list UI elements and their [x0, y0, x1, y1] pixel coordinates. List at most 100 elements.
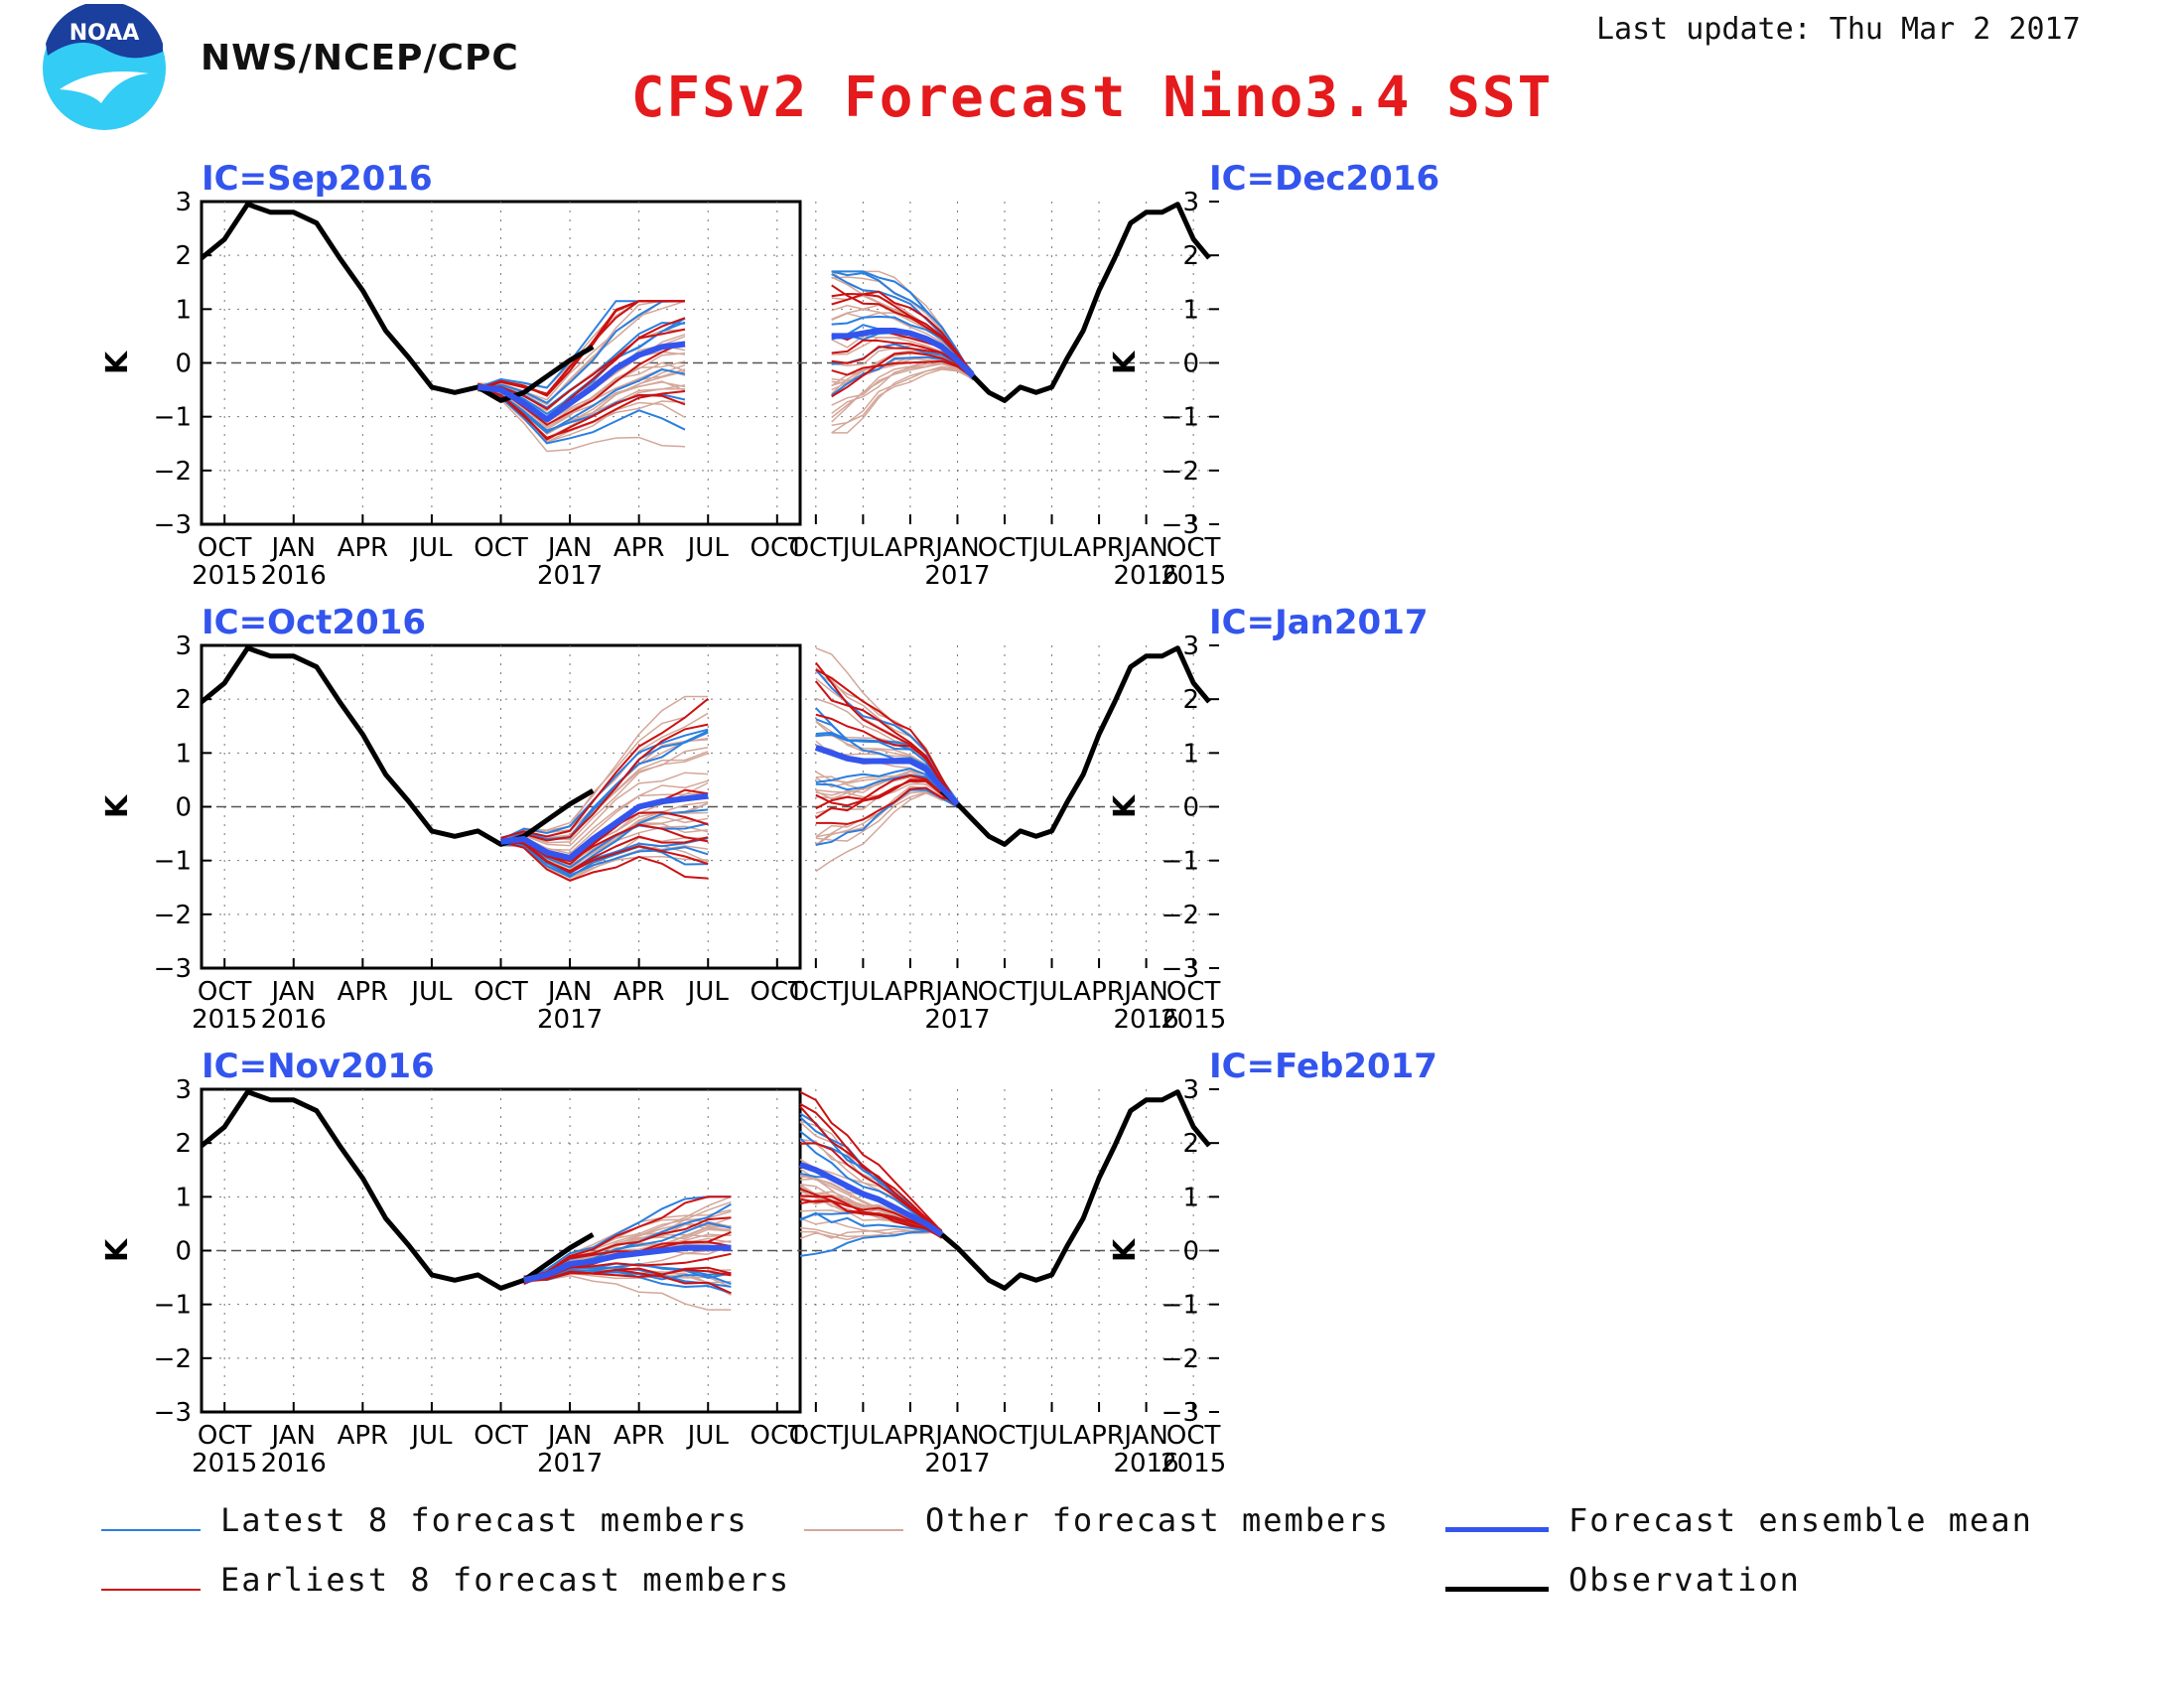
earliest-member-line: [815, 774, 959, 810]
noaa-logo: NOAA: [43, 4, 166, 130]
latest-member-line: [478, 300, 686, 404]
x-tick-label: JAN: [933, 533, 979, 563]
last-update: Last update: Thu Mar 2 2017: [1596, 12, 2081, 47]
y-tick-label: −2: [154, 1344, 192, 1374]
y-tick-label: 3: [175, 1075, 192, 1105]
x-tick-label: 2016: [1114, 1005, 1179, 1035]
latest-member-line: [500, 840, 709, 879]
earliest-member-line: [478, 386, 686, 441]
x-tick-label: JAN: [546, 977, 592, 1007]
earliest-member-line: [799, 1142, 943, 1237]
legend-earliest-swatch: [101, 1589, 201, 1591]
other-member-line: [523, 1275, 732, 1311]
earliest-member-line: [478, 328, 686, 411]
y-axis-label: K: [1108, 350, 1143, 374]
x-tick-label: APR: [614, 977, 665, 1007]
latest-member-line: [477, 388, 686, 445]
y-tick-label: 0: [175, 350, 192, 379]
y-tick-label: 3: [1182, 632, 1199, 661]
other-member-line: [831, 367, 974, 434]
x-tick-label: 2016: [1114, 1449, 1179, 1478]
x-tick-label: OCT: [1166, 977, 1221, 1007]
other-member-line: [831, 368, 974, 434]
other-member-line: [500, 772, 709, 847]
x-tick-label: APR: [885, 1421, 936, 1451]
x-tick-label: JUL: [841, 1421, 885, 1451]
x-tick-label: 2016: [261, 1449, 327, 1478]
earliest-member-line: [831, 290, 975, 375]
x-tick-label: 2016: [1114, 561, 1179, 591]
x-tick-label: JAN: [933, 1421, 979, 1451]
x-tick-label: OCT: [751, 977, 805, 1007]
y-tick-label: 3: [175, 188, 192, 217]
earliest-member-line: [799, 1105, 943, 1236]
x-tick-label: JAN: [546, 533, 592, 563]
legend-mean-swatch: [1445, 1527, 1549, 1532]
observation-line: [939, 645, 1211, 847]
x-tick-label: 2015: [192, 561, 257, 591]
x-tick-label: 2017: [537, 561, 603, 591]
logo-text: NOAA: [69, 21, 140, 46]
x-tick-label: JAN: [270, 1421, 316, 1451]
y-tick-label: −2: [154, 457, 192, 487]
x-tick-label: APR: [614, 533, 665, 563]
legend-observation-swatch: [1445, 1587, 1549, 1592]
earliest-member-line: [500, 698, 709, 839]
x-tick-label: JAN: [546, 1421, 592, 1451]
legend-latest-label: Latest 8 forecast members: [220, 1501, 749, 1539]
y-tick-label: 3: [1182, 188, 1199, 217]
x-tick-label: OCT: [978, 533, 1032, 563]
panel-title: IC=Sep2016: [202, 159, 433, 199]
x-tick-label: JUL: [1029, 533, 1073, 563]
agency-label: NWS/NCEP/CPC: [201, 38, 519, 78]
x-tick-label: APR: [885, 533, 936, 563]
earliest-member-line: [799, 1188, 943, 1238]
earliest-member-line: [799, 1195, 943, 1236]
x-tick-label: JAN: [933, 977, 979, 1007]
chart-panel-6: IC=Feb2017−3−2−10123KOCT2015JAN2016APRJU…: [789, 1047, 1437, 1478]
x-tick-label: 2017: [924, 1005, 990, 1035]
x-tick-label: JUL: [409, 1421, 453, 1451]
y-tick-label: −1: [1161, 1291, 1199, 1321]
earliest-member-line: [500, 840, 709, 882]
y-tick-label: 0: [1182, 793, 1199, 823]
other-member-line: [831, 312, 974, 374]
y-tick-label: −2: [1161, 901, 1199, 930]
panel-title: IC=Nov2016: [202, 1047, 435, 1086]
earliest-member-line: [523, 1216, 732, 1279]
y-tick-label: 2: [1182, 241, 1199, 271]
legend-latest-swatch: [101, 1529, 201, 1531]
latest-member-line: [799, 1229, 942, 1257]
x-tick-label: JAN: [1122, 533, 1167, 563]
y-tick-label: 1: [175, 1183, 192, 1212]
y-axis-label: K: [1108, 793, 1143, 818]
x-tick-label: APR: [338, 533, 389, 563]
panel-title: IC=Feb2017: [1209, 1047, 1437, 1086]
x-tick-label: JUL: [1029, 977, 1073, 1007]
earliest-member-line: [500, 841, 709, 874]
x-tick-label: OCT: [474, 1421, 528, 1451]
x-tick-label: OCT: [1166, 533, 1221, 563]
y-tick-label: 1: [1182, 739, 1199, 769]
y-axis-label: K: [100, 793, 135, 818]
other-member-line: [831, 362, 974, 406]
y-axis-label: K: [100, 1237, 135, 1262]
x-tick-label: APR: [614, 1421, 665, 1451]
x-tick-label: 2017: [924, 1449, 990, 1478]
x-tick-label: JUL: [841, 533, 885, 563]
y-tick-label: −3: [154, 510, 192, 540]
x-tick-label: OCT: [198, 533, 252, 563]
latest-member-line: [799, 1137, 943, 1237]
x-tick-label: JUL: [686, 977, 730, 1007]
other-member-line: [500, 752, 709, 844]
x-tick-label: OCT: [1166, 1421, 1221, 1451]
latest-member-line: [500, 808, 709, 874]
x-tick-label: OCT: [978, 977, 1032, 1007]
x-tick-label: OCT: [789, 977, 844, 1007]
x-tick-label: JUL: [841, 977, 885, 1007]
y-tick-label: 0: [175, 1237, 192, 1267]
